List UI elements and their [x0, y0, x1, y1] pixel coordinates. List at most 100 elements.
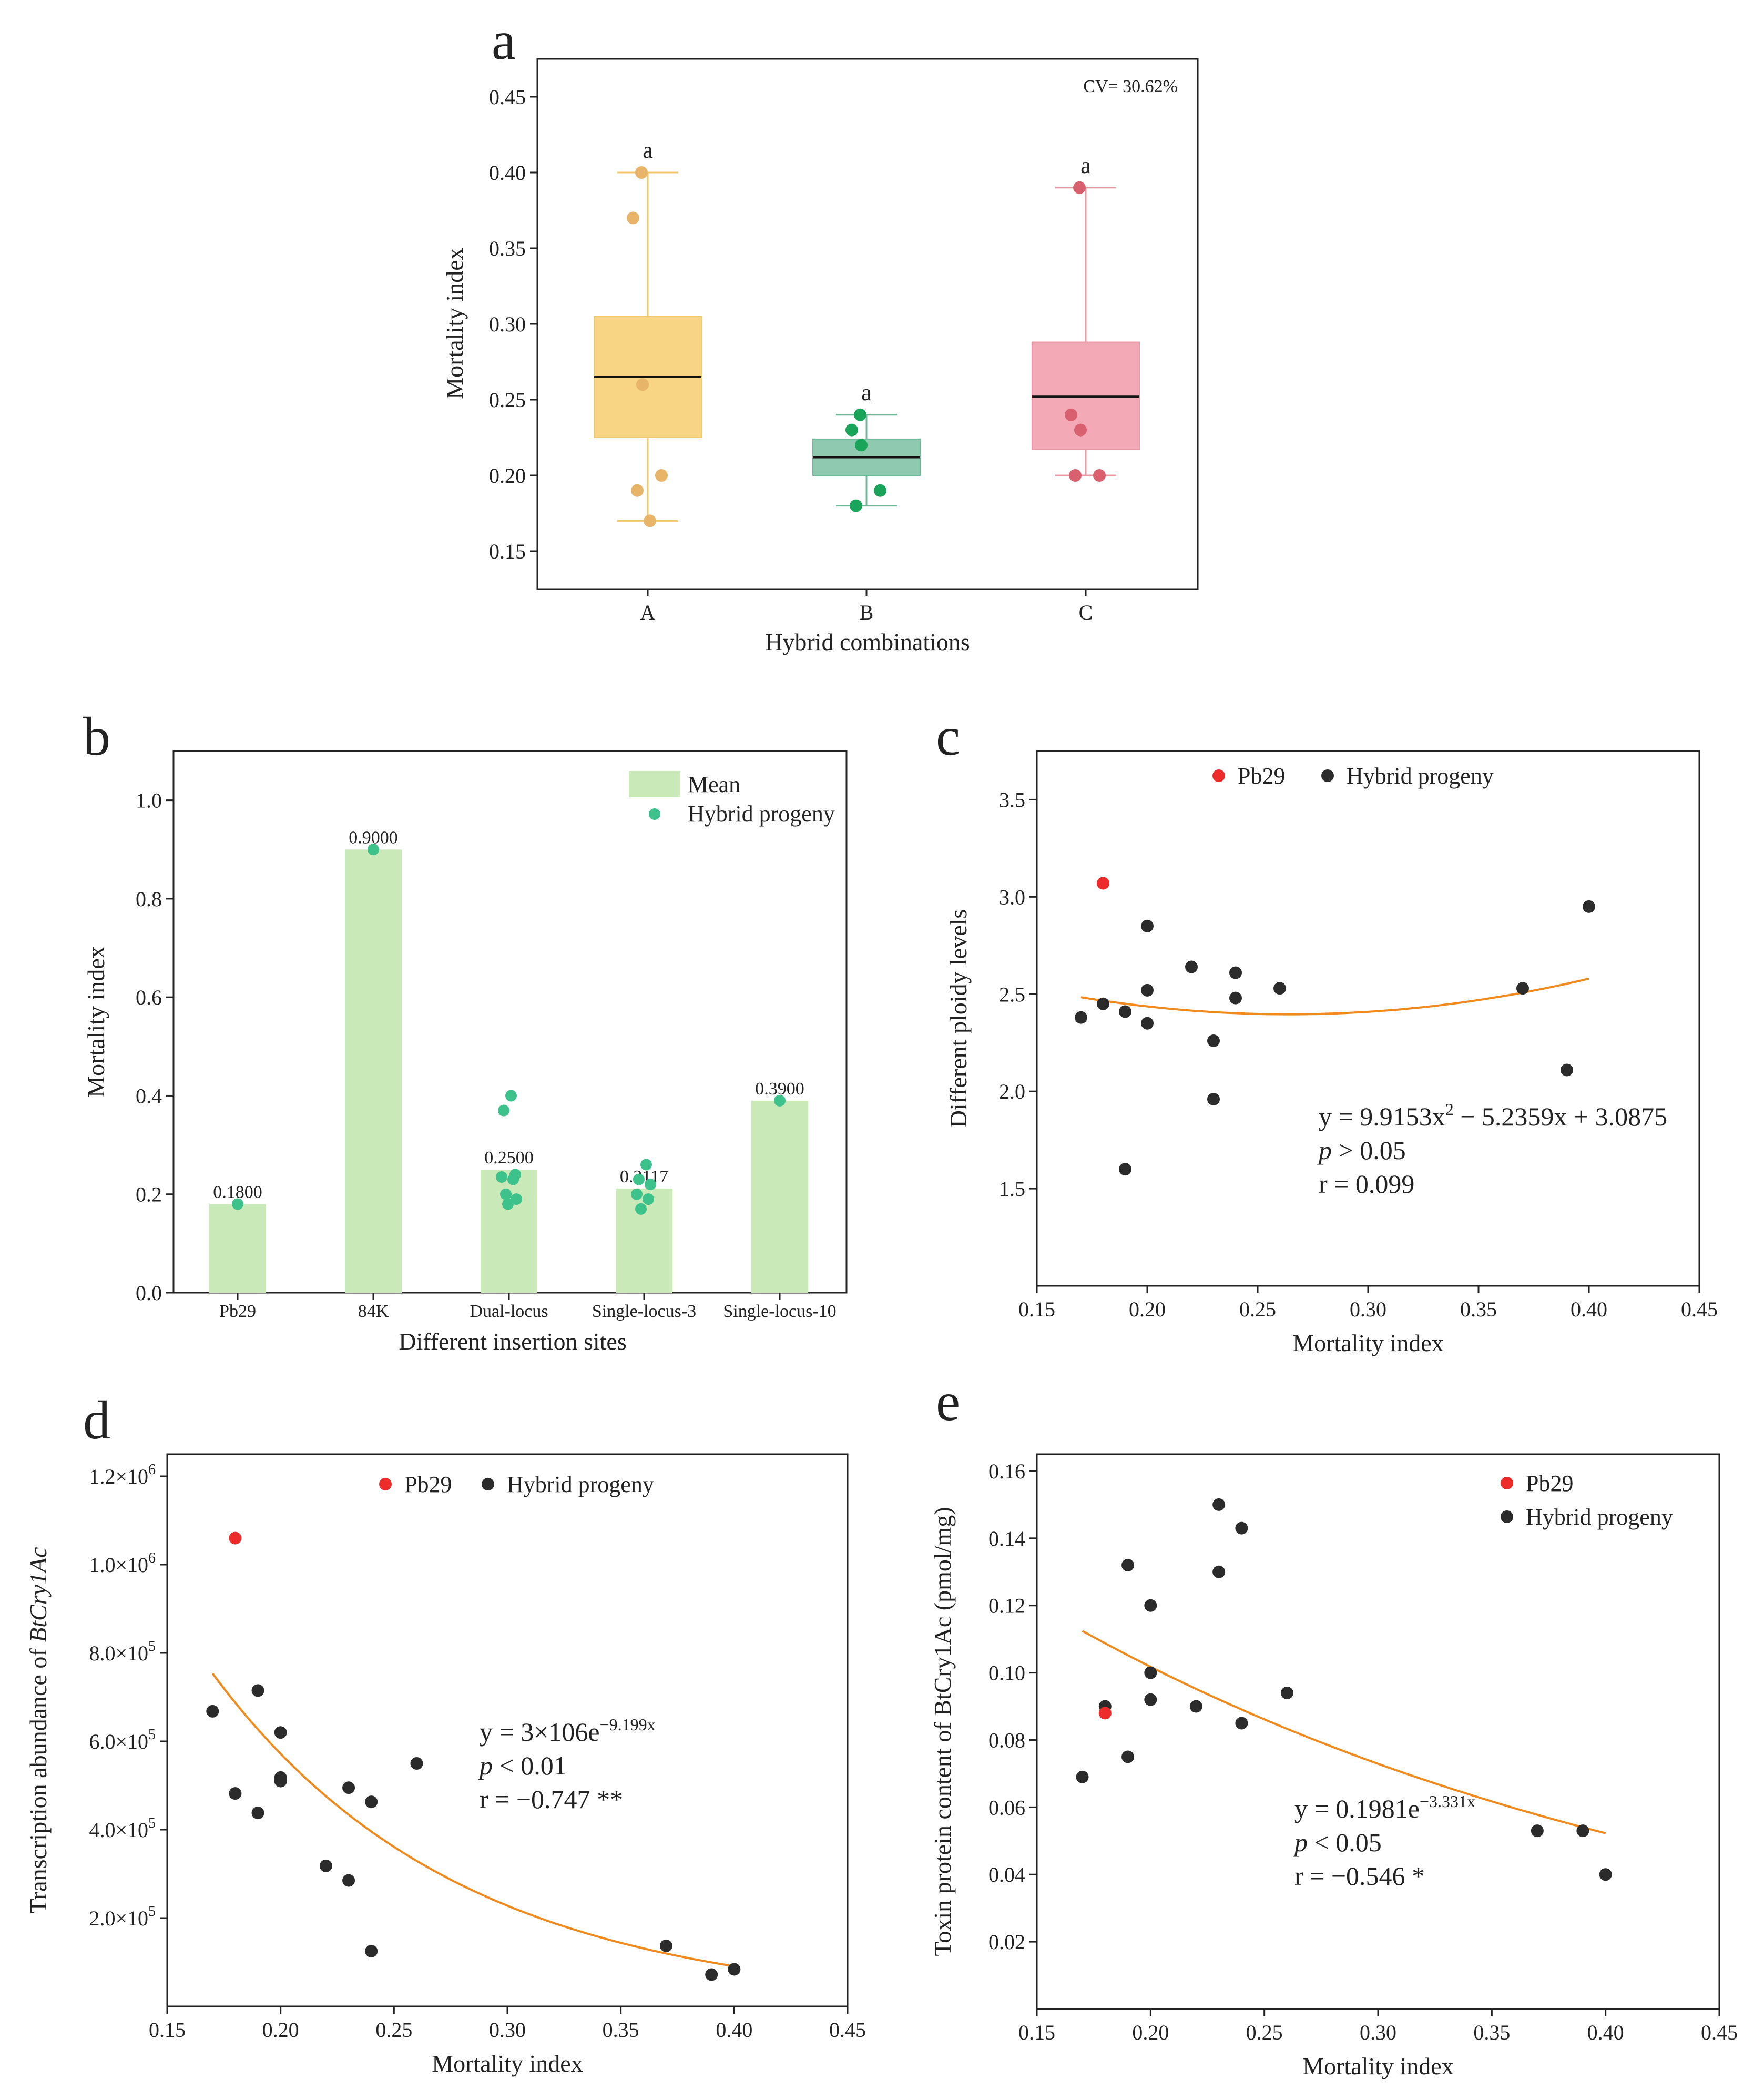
- chart-d: 0.15 0.20 0.25 0.30 0.35 0.40 0.452.0×1054.0×1…: [25, 1453, 866, 2077]
- chart-b-ytick-label: 0.4: [136, 1084, 162, 1108]
- chart-c-ytick-label: 1.5: [999, 1177, 1025, 1201]
- chart-d-point: [319, 1859, 332, 1872]
- chart-d-legend-progeny: Hybrid progeny: [507, 1472, 654, 1497]
- chart-c-ylabel: Different ploidy levels: [945, 909, 972, 1128]
- chart-d-ylabel-text: Transcription abundance of: [25, 1642, 52, 1914]
- chart-b-ytick-label: 0.2: [136, 1183, 162, 1206]
- chart-d-ytick-mantissa: 2.0×10: [89, 1906, 148, 1930]
- chart-d-fit-curve: [211, 1672, 735, 1967]
- chart-a-point: [627, 211, 639, 225]
- chart-d-ytick-label: 6.0×105: [89, 1727, 156, 1753]
- chart-b-xtick-label: Single-locus-3: [592, 1302, 696, 1321]
- chart-d-xtick-label: 0.15: [149, 2018, 186, 2042]
- chart-e-xtick-label: 0.45: [1701, 2021, 1738, 2044]
- chart-a-ytick-label: 0.15: [489, 540, 526, 563]
- chart-c-xtick-label: 0.25: [1239, 1297, 1276, 1321]
- chart-e-legend-progeny: Hybrid progeny: [1526, 1504, 1673, 1530]
- chart-a-point: [845, 423, 858, 437]
- chart-d-p-text: < 0.01: [493, 1751, 567, 1780]
- chart-b-ytick-label: 1.0: [136, 789, 162, 813]
- chart-b-point: [496, 1171, 507, 1183]
- chart-b-point: [502, 1198, 514, 1210]
- chart-d-ytick-label: 2.0×105: [89, 1903, 156, 1930]
- chart-a-significance: a: [643, 137, 653, 163]
- chart-d-ytick-label: 1.2×106: [89, 1462, 156, 1488]
- chart-d-point: [342, 1874, 355, 1887]
- chart-b-xtick-label: Single-locus-10: [723, 1302, 836, 1321]
- chart-a-significance: a: [1080, 153, 1091, 178]
- chart-a-xlabel: Hybrid combinations: [765, 628, 970, 655]
- chart-c-equation-main: y = 9.9153x: [1319, 1102, 1445, 1131]
- chart-d-xlabel: Mortality index: [432, 2050, 583, 2077]
- chart-e-equation-superscript: −3.331x: [1420, 1792, 1475, 1811]
- chart-e-p-value: p < 0.05: [1293, 1828, 1382, 1857]
- chart-c-point: [1273, 982, 1286, 995]
- chart-e-p-symbol: p: [1293, 1828, 1308, 1857]
- chart-d-ytick-mantissa: 8.0×10: [89, 1641, 148, 1665]
- chart-d-ytick-mantissa: 4.0×10: [89, 1818, 148, 1842]
- chart-d-ytick-label: 1.0×106: [89, 1550, 156, 1577]
- chart-c-fit-curve: [1080, 977, 1589, 1016]
- chart-e: 0.15 0.20 0.25 0.30 0.35 0.40 0.45 0.02 0.04 0.06…: [929, 1453, 1738, 2079]
- chart-d-legend-marker-pb29: [379, 1478, 392, 1490]
- chart-d-ylabel-gene: BtCry1Ac: [25, 1547, 52, 1642]
- chart-b-bar: [751, 1100, 808, 1293]
- chart-e-ytick-label: 0.12: [988, 1594, 1025, 1618]
- chart-e-point: [1235, 1521, 1248, 1535]
- chart-b-xtick-label: Dual-locus: [470, 1302, 548, 1321]
- chart-b-ytick-label: 0.6: [136, 986, 162, 1009]
- chart-e-r-value: r = −0.546 *: [1294, 1861, 1425, 1891]
- chart-b-bar: [616, 1188, 672, 1293]
- chart-d-point: [659, 1939, 672, 1952]
- chart-e-legend-pb29: Pb29: [1526, 1470, 1573, 1496]
- chart-d-legend-marker-progeny: [482, 1478, 494, 1490]
- chart-e-point: [1121, 1750, 1135, 1763]
- chart-c-equation-tail: − 5.2359x + 3.0875: [1454, 1102, 1667, 1131]
- chart-a-point: [850, 499, 862, 512]
- chart-a-point: [1074, 423, 1087, 437]
- chart-b-point: [774, 1094, 786, 1107]
- chart-d-point: [410, 1757, 423, 1770]
- chart-b-point: [511, 1193, 522, 1205]
- chart-e-point: [1144, 1599, 1157, 1612]
- chart-e-legend-marker-progeny: [1501, 1510, 1513, 1523]
- chart-d-ytick-mantissa: 1.0×10: [89, 1553, 148, 1577]
- chart-e-point: [1144, 1666, 1157, 1679]
- chart-d-xtick-label: 0.25: [375, 2018, 412, 2042]
- chart-d-ytick-exponent: 6: [148, 1550, 156, 1566]
- chart-c-legend-progeny: Hybrid progeny: [1347, 763, 1494, 789]
- chart-d-equation-main: y = 3×106e: [480, 1717, 600, 1747]
- chart-c-point: [1516, 982, 1529, 995]
- chart-b-legend-mean: Mean: [688, 772, 740, 797]
- chart-e-ytick-label: 0.08: [988, 1728, 1025, 1752]
- chart-d-point: [251, 1684, 264, 1697]
- chart-c-xtick-label: 0.35: [1460, 1297, 1497, 1321]
- chart-e-frame: [1036, 1453, 1720, 2010]
- chart-b-value-label: 0.2500: [484, 1148, 534, 1168]
- chart-e-point: [1212, 1565, 1226, 1578]
- chart-e-ytick-label: 0.06: [988, 1795, 1025, 1819]
- panel-letter-c: c: [936, 706, 960, 767]
- chart-d-reference-point: [229, 1531, 242, 1545]
- chart-e-point: [1280, 1686, 1293, 1699]
- chart-a-xtick-label: C: [1079, 601, 1093, 624]
- chart-e-xtick-label: 0.15: [1018, 2021, 1055, 2044]
- chart-c-point: [1141, 983, 1154, 997]
- chart-a-point: [1065, 408, 1077, 421]
- chart-a-ytick-label: 0.30: [489, 312, 526, 336]
- chart-c-reference-point: [1097, 877, 1109, 890]
- chart-e-ytick-label: 0.04: [988, 1863, 1025, 1886]
- chart-e-point: [1235, 1717, 1248, 1730]
- chart-b-point: [507, 1173, 519, 1185]
- chart-c-ytick-label: 3.0: [999, 885, 1025, 909]
- chart-e-equation: y = 0.1981e−3.331x: [1294, 1792, 1475, 1823]
- chart-d-point: [274, 1774, 287, 1788]
- chart-c-r-value: r = 0.099: [1319, 1169, 1414, 1199]
- chart-a-ylabel: Mortality index: [441, 248, 468, 399]
- chart-e-point: [1144, 1693, 1157, 1706]
- chart-a-ytick-label: 0.40: [489, 161, 526, 185]
- chart-a-ytick-label: 0.35: [489, 237, 526, 260]
- chart-a-ytick-label: 0.25: [489, 388, 526, 412]
- chart-b-point: [232, 1198, 243, 1210]
